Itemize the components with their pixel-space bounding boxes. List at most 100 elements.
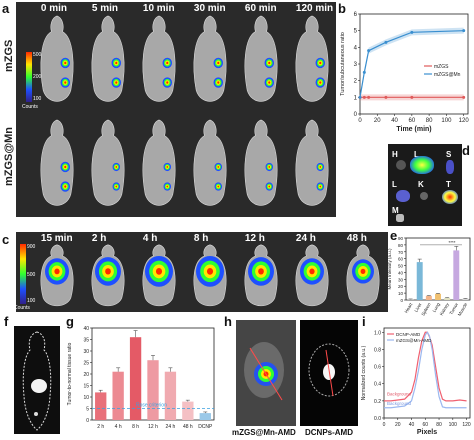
panel-b-label: b: [338, 1, 346, 16]
panel-h-right-signal: [308, 343, 350, 397]
panel-e-bar-lung: [435, 293, 441, 300]
panel-i-plot-frame: [383, 327, 471, 419]
panel-a-time-label: 0 min: [40, 3, 68, 14]
organ-label-heart: H: [392, 150, 398, 159]
panel-i-xtick-label: 80: [436, 422, 442, 428]
panel-e-category-label: Lung: [432, 302, 442, 314]
panel-b-xtick-label: 80: [426, 118, 433, 124]
panel-c-time-label: 12 h: [244, 233, 265, 244]
panel-g-ytick-label: 15: [83, 384, 89, 390]
panel-c-time-label: 24 h: [295, 233, 316, 244]
panel-a-time-label: 120 min: [295, 3, 334, 14]
organ-kidney: [420, 192, 428, 200]
panel-b-legend-label: mZGS@Mn: [434, 72, 461, 78]
panel-h-caption-left: mZGS@Mn-AMD: [232, 428, 296, 437]
panel-c-mouse-1-1: [34, 242, 80, 317]
panel-g-ylabel: Tumor-to-normal tissue ratio: [67, 342, 73, 405]
panel-g-ytick-label: 35: [83, 338, 89, 344]
panel-b-point: [362, 95, 366, 99]
panel-i-annotation-background: Background: [387, 401, 412, 406]
panel-g-chart: 0 5 10 15 20 25 30 35 40 2 h 4 h 8 h 12 h 24 h 48 h DCN…: [67, 326, 215, 430]
panel-e-category-label: Heart: [404, 301, 414, 314]
panel-c-mouse-1-4: [187, 242, 233, 317]
panel-c-colorbar-max: 900: [27, 244, 36, 250]
panel-c-time-label: 2 h: [91, 233, 107, 244]
panel-e-bar-heart: [407, 299, 414, 300]
panel-c-time-label: 4 h: [142, 233, 158, 244]
panel-b-ylabel: Tumor/subcutaneous ratio: [340, 32, 346, 96]
panel-a-mouse-2-2: [85, 116, 131, 219]
panel-c-mouse-1-7: [340, 242, 386, 317]
panel-i-xtick-label: 0: [383, 422, 386, 428]
panel-a-colorbar: [26, 52, 32, 102]
organ-spleen: [446, 160, 454, 174]
panel-e-ytick-label: 90: [398, 236, 404, 241]
panel-g-reference-label: Rose criterion: [136, 403, 167, 409]
panel-g-ytick-label: 40: [83, 326, 89, 332]
panel-e-label: e: [390, 228, 398, 243]
panel-b-xtick-label: 40: [391, 118, 398, 124]
panel-i-xtick-label: 120: [462, 422, 471, 428]
organ-tumor: [442, 190, 458, 204]
panel-g-bar-dcnp: [199, 413, 211, 420]
panel-b-point: [410, 95, 414, 99]
panel-i-label: i: [362, 314, 366, 329]
panel-b-point: [384, 40, 388, 44]
panel-b-xlabel: Time (min): [396, 126, 431, 133]
panel-i-ytick-label: 0.2: [374, 399, 381, 405]
panel-a-colorbar-unit: Counts: [22, 104, 38, 110]
panel-c-time-label: 15 min: [40, 233, 73, 244]
panel-g-category-label: 4 h: [115, 424, 122, 430]
panel-c-colorbar-unit: Counts: [14, 305, 30, 311]
panel-i-series-line: [384, 331, 467, 409]
panel-g-label: g: [66, 314, 74, 329]
panel-d-image: H L S L K T M: [388, 144, 462, 226]
panel-e-ytick-label: 0: [400, 298, 403, 303]
panel-a-colorbar-min: 100: [33, 96, 42, 102]
panel-b-ytick-label: 3: [354, 62, 358, 68]
panel-a-row-label-mzgs: mZGS: [3, 39, 15, 72]
panel-c-label: c: [2, 232, 10, 247]
panel-e-ytick-label: 60: [398, 257, 404, 262]
panel-i-ytick-label: 0.6: [374, 365, 381, 371]
panel-a-mouse-2-6: [289, 116, 335, 219]
organ-label-lung: L: [392, 180, 397, 189]
panel-g-category-label: 48 h: [183, 424, 193, 430]
panel-c-mouse-1-3: [136, 242, 182, 317]
panel-e-ytick-label: 40: [398, 270, 404, 275]
panel-e-category-label: Kidney: [439, 301, 451, 316]
panel-b-point: [367, 95, 371, 99]
panel-a-mouse-2-5: [238, 116, 284, 219]
panel-g-category-label: 24 h: [166, 424, 176, 430]
panel-a-time-label: 10 min: [142, 3, 175, 14]
panel-c-image: 15 min 2 h 4 h 8 h 12 h 24 h 48 h: [16, 232, 388, 312]
organ-muscle: [396, 214, 404, 222]
panel-g-category-label: DCNP: [198, 424, 213, 430]
panel-b-point: [410, 30, 414, 34]
panel-h-caption-right: DCNPs-AMD: [305, 428, 353, 437]
panel-i-xtick-label: 20: [395, 422, 401, 428]
panel-g-category-label: 2 h: [97, 424, 104, 430]
panel-d-label: d: [462, 143, 470, 158]
panel-e-bar-tumor: [453, 250, 460, 300]
panel-e-bar-muscle: [462, 298, 469, 300]
panel-h-left-signal: [244, 342, 284, 401]
panel-i-xtick-label: 40: [409, 422, 415, 428]
panel-b-point: [367, 49, 371, 53]
panel-b-ytick-label: 4: [354, 45, 358, 51]
panel-g-ytick-label: 0: [86, 418, 89, 424]
panel-b-xtick-label: 100: [441, 118, 452, 124]
panel-e-ytick-label: 10: [398, 291, 404, 296]
panel-a-mouse-2-3: [136, 116, 182, 219]
organ-label-tumor: T: [446, 180, 451, 189]
panel-h-image-right: [300, 320, 358, 426]
panel-i-ytick-label: 1.0: [374, 330, 381, 336]
panel-h-label: h: [224, 314, 232, 329]
panel-g-category-label: 8 h: [132, 424, 139, 430]
panel-b-ytick-label: 5: [354, 29, 358, 35]
panel-a-image: 0 min 5 min 10 min 30 min 60 min 120 min: [16, 2, 336, 217]
organ-label-spleen: S: [446, 150, 452, 159]
organ-liver: [410, 156, 434, 174]
panel-e-category-label: Spleen: [420, 302, 432, 317]
